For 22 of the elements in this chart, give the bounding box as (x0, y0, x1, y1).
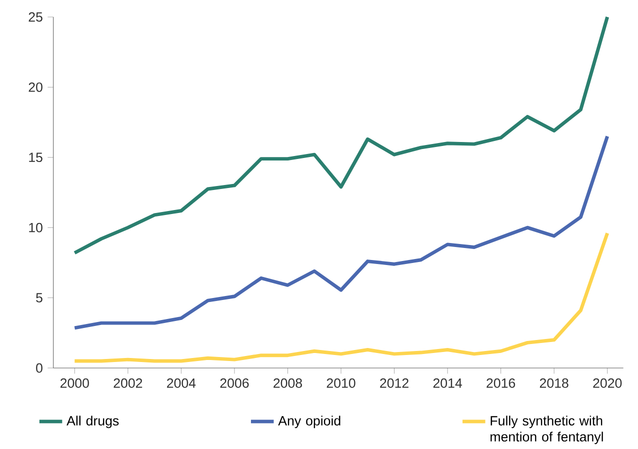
x-tick-label: 2016 (486, 378, 516, 388)
legend-label: Any opioid (278, 416, 340, 428)
y-tick-label: 0 (36, 363, 42, 373)
y-tick-label: 5 (36, 293, 42, 302)
y-tick-label: 25 (28, 12, 42, 22)
x-tick-label: 2014 (433, 378, 462, 388)
x-tick-label: 2010 (326, 378, 356, 388)
x-tick-label: 2018 (540, 378, 568, 388)
x-tick-label: 2006 (220, 378, 249, 388)
x-tick-label: 2004 (167, 378, 196, 388)
x-tick-label: 2000 (60, 378, 89, 388)
line-series (72, 15, 610, 255)
x-tick-label: 2020 (593, 378, 622, 388)
x-tick-label: 2008 (274, 378, 302, 388)
legend-label: Fully synthetic with mention of fentanyl (490, 416, 603, 444)
y-tick-label: 10 (29, 222, 42, 232)
y-tick-label: 20 (28, 82, 42, 92)
legend-label: All drugs (66, 416, 119, 428)
x-tick-label: 2012 (380, 378, 408, 388)
x-tick-label: 2002 (114, 378, 142, 388)
y-tick-label: 15 (29, 152, 42, 162)
line-series (72, 231, 610, 363)
